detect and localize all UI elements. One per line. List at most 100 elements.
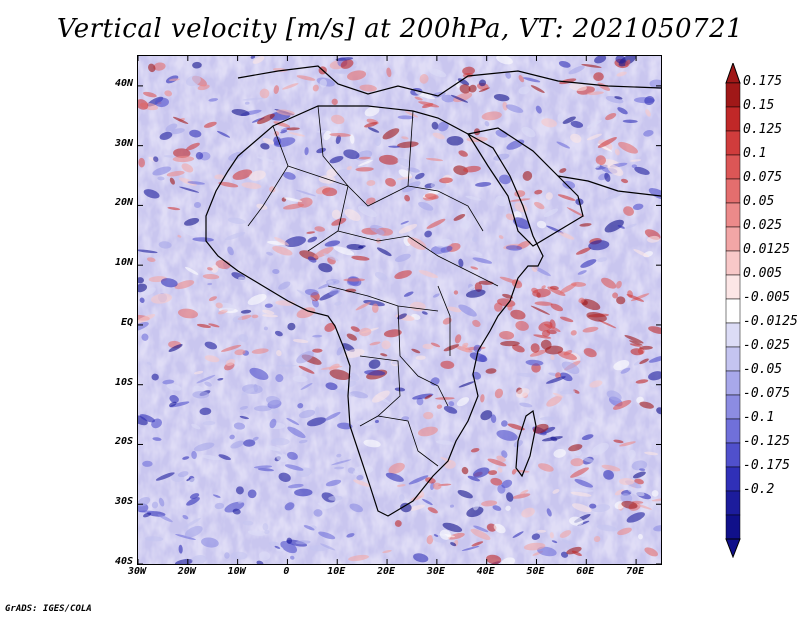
velocity-patch [574, 479, 593, 488]
velocity-patch [185, 75, 201, 87]
velocity-patch [551, 540, 558, 544]
velocity-patch [546, 225, 564, 234]
velocity-patch [605, 96, 624, 104]
velocity-patch [186, 142, 200, 151]
velocity-patch [247, 489, 257, 499]
velocity-patch [307, 236, 318, 243]
velocity-patch [382, 128, 400, 140]
lat-tick-label: 30S [114, 496, 133, 508]
velocity-patch [355, 167, 374, 172]
velocity-patch [424, 193, 439, 200]
velocity-patch [418, 101, 440, 108]
velocity-patch [570, 467, 589, 478]
velocity-patch [286, 537, 293, 544]
lat-tick-label: 10S [114, 376, 133, 388]
velocity-patch [138, 314, 156, 324]
lat-tick-label: 40N [114, 77, 133, 89]
colorbar-segment [725, 274, 741, 300]
velocity-patch [274, 237, 289, 246]
velocity-patch [408, 475, 429, 485]
velocity-patch [186, 497, 200, 506]
velocity-patch [385, 177, 396, 187]
lat-tick-label: 40S [114, 556, 133, 567]
velocity-patch [462, 66, 475, 76]
velocity-patch [142, 460, 153, 467]
velocity-patch [543, 208, 559, 217]
velocity-patch [443, 406, 458, 414]
velocity-patch [644, 547, 658, 557]
velocity-patch [593, 536, 601, 543]
velocity-patch [407, 167, 420, 173]
velocity-patch [471, 541, 484, 547]
velocity-patch [653, 525, 661, 532]
velocity-patch [394, 270, 412, 279]
velocity-patch [364, 106, 380, 117]
velocity-patch [595, 155, 606, 166]
velocity-patch [450, 542, 457, 547]
velocity-patch [316, 147, 326, 154]
velocity-patch [469, 352, 488, 363]
velocity-patch [224, 232, 246, 241]
velocity-patch [541, 330, 551, 337]
velocity-patch [507, 304, 513, 311]
velocity-patch [542, 436, 563, 442]
velocity-patch [329, 155, 344, 164]
velocity-patch [290, 555, 295, 560]
velocity-patch [350, 391, 368, 399]
velocity-patch [397, 115, 414, 120]
velocity-patch [334, 388, 355, 397]
velocity-patch [146, 361, 152, 366]
velocity-patch [335, 135, 341, 145]
velocity-patch [242, 97, 265, 101]
map-panel[interactable] [137, 55, 662, 565]
velocity-patch [439, 177, 453, 184]
velocity-patch [349, 134, 355, 144]
velocity-patch [541, 118, 557, 128]
colorbar-tick-label: -0.1 [743, 410, 775, 425]
velocity-patch [331, 218, 347, 226]
velocity-patch [437, 121, 449, 132]
velocity-patch [233, 422, 246, 430]
velocity-patch [500, 340, 520, 347]
velocity-patch [586, 311, 607, 322]
velocity-patch [208, 323, 220, 328]
velocity-patch [150, 293, 173, 304]
colorbar-bottom-arrow [725, 538, 741, 558]
colorbar-segment [725, 226, 741, 252]
velocity-patch [331, 114, 345, 125]
velocity-patch [427, 507, 438, 514]
velocity-patch [418, 270, 439, 279]
velocity-patch [519, 402, 533, 408]
velocity-patch [568, 65, 585, 75]
velocity-patch [243, 439, 256, 447]
velocity-patch [559, 283, 577, 294]
velocity-patch [515, 388, 530, 398]
velocity-patch [577, 270, 587, 275]
velocity-patch [612, 292, 619, 299]
velocity-patch [253, 465, 273, 469]
velocity-patch [204, 341, 218, 350]
velocity-patch [430, 180, 447, 190]
velocity-patch [415, 172, 425, 180]
colorbar-segment [725, 154, 741, 180]
velocity-patch [522, 171, 533, 181]
velocity-patch [617, 527, 632, 536]
colorbar-tick-label: 0.05 [743, 194, 775, 209]
velocity-patch [144, 287, 156, 296]
colorbar-tick-label: -0.2 [743, 482, 775, 497]
velocity-patch [531, 264, 538, 273]
velocity-patch [138, 283, 148, 293]
lon-tick-label: 0 [283, 566, 290, 577]
colorbar-tick-label: -0.005 [743, 290, 790, 305]
velocity-patch [372, 390, 390, 403]
velocity-patch [546, 376, 566, 384]
velocity-patch [539, 416, 555, 421]
velocity-patch [262, 137, 275, 145]
velocity-patch [300, 382, 313, 390]
velocity-patch [259, 88, 270, 99]
velocity-patch [546, 508, 552, 517]
velocity-patch [436, 404, 443, 409]
lon-tick-label: 50E [526, 566, 545, 577]
velocity-patch [623, 206, 634, 216]
europe-coast [237, 65, 661, 97]
